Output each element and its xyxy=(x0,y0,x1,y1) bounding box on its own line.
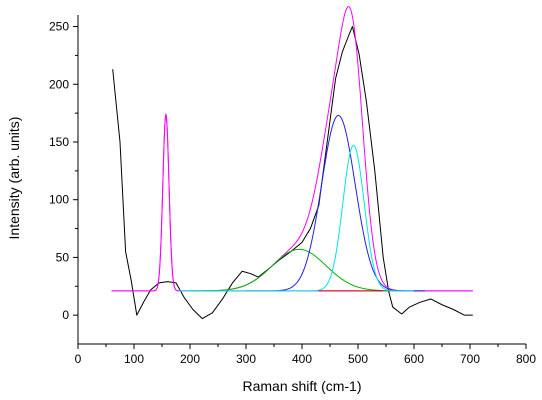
x-tick-label: 0 xyxy=(75,352,82,366)
x-tick-label: 600 xyxy=(404,352,424,366)
x-axis-ticks: 0 100 200 300 400 500 600 700 800 xyxy=(75,344,536,366)
y-tick-label: 100 xyxy=(49,193,69,207)
x-tick-label: 400 xyxy=(292,352,312,366)
series-peak-157 xyxy=(111,113,473,292)
series-measured xyxy=(112,26,473,320)
y-tick-label: 200 xyxy=(49,77,69,91)
x-tick-label: 300 xyxy=(236,352,256,366)
series-peak-492 xyxy=(178,144,414,292)
x-tick-label: 200 xyxy=(180,352,200,366)
series-peak-395 xyxy=(190,248,392,292)
y-tick-label: 50 xyxy=(56,250,70,264)
series-fit-envelope xyxy=(111,6,473,292)
plot-area xyxy=(111,6,473,320)
x-tick-label: 500 xyxy=(348,352,368,366)
x-tick-label: 100 xyxy=(124,352,144,366)
y-axis-label: Intensity (arb. units) xyxy=(6,117,22,240)
x-tick-label: 800 xyxy=(516,352,536,366)
axes xyxy=(77,15,526,345)
x-tick-label: 700 xyxy=(460,352,480,366)
y-tick-label: 0 xyxy=(62,308,69,322)
y-axis-ticks: 0 50 100 150 200 250 xyxy=(49,20,78,322)
y-tick-label: 250 xyxy=(49,20,69,34)
y-tick-label: 150 xyxy=(49,135,69,149)
x-axis-label: Raman shift (cm-1) xyxy=(242,378,361,394)
